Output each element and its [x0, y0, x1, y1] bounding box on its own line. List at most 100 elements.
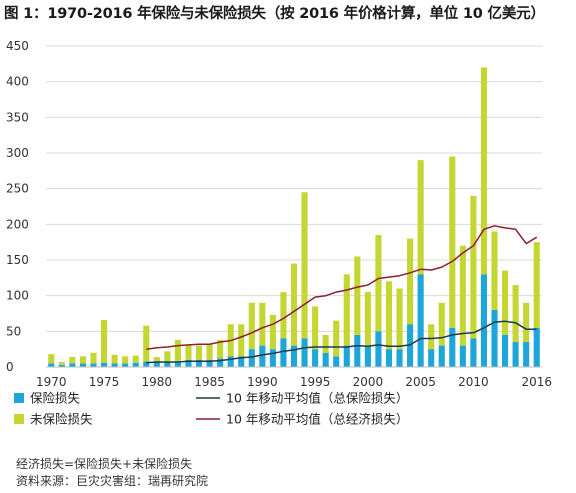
bar-uninsured: [217, 339, 224, 359]
legend-label: 10 年移动平均值（总经济损失）: [226, 412, 408, 427]
bar-uninsured: [470, 195, 477, 339]
x-tick-label: 2010: [458, 375, 489, 389]
x-tick-label: 1985: [194, 375, 225, 389]
bar-uninsured: [79, 356, 86, 364]
bar-uninsured: [58, 362, 65, 365]
bar-uninsured: [100, 319, 108, 363]
legend-insured-average: 10 年移动平均值（总保险损失）: [196, 391, 408, 406]
bar-uninsured: [164, 351, 171, 363]
chart-title: 图 1：1970-2016 年保险与未保险损失（按 2016 年价格计算，单位 …: [4, 6, 545, 22]
bar-uninsured: [269, 314, 276, 350]
bar-insured: [523, 342, 530, 367]
y-tick-label: 0: [6, 360, 14, 374]
x-tick-label: 2016: [521, 375, 552, 389]
bar-insured: [449, 327, 456, 367]
bar-uninsured: [185, 345, 192, 360]
bar-insured: [354, 334, 361, 367]
x-tick-label: 1975: [89, 375, 120, 389]
bar-insured: [79, 363, 86, 367]
bar-insured: [280, 338, 287, 367]
legend-swatch: [14, 414, 24, 424]
bar-uninsured: [449, 156, 456, 328]
bar-insured: [58, 364, 65, 367]
y-tick-label: 300: [6, 146, 29, 160]
bar-uninsured: [333, 320, 340, 357]
bar-insured: [48, 363, 55, 367]
bar-insured: [100, 362, 108, 367]
x-tick-label: 1970: [36, 375, 67, 389]
bar-uninsured: [280, 292, 287, 339]
line-economic-moving-average: [146, 225, 538, 350]
bar-insured: [90, 363, 97, 367]
bar-insured: [248, 349, 255, 367]
y-axis-labels: 0 50 100 150 200 250 300 350 400 450: [6, 39, 29, 374]
bar-uninsured: [428, 324, 435, 350]
bar-uninsured: [396, 288, 403, 350]
bar-insured: [185, 359, 192, 367]
x-tick-label: 1990: [247, 375, 278, 389]
bar-insured: [164, 362, 171, 367]
bar-uninsured: [512, 284, 519, 343]
bar-uninsured: [407, 238, 414, 325]
bar-uninsured: [375, 235, 382, 332]
bar-insured: [174, 361, 181, 367]
moving-average-lines: [146, 225, 538, 364]
bar-uninsured: [195, 345, 203, 360]
bar-insured: [333, 356, 340, 367]
bar-insured: [375, 331, 382, 367]
bar-uninsured: [354, 256, 361, 335]
bar-insured: [312, 349, 319, 367]
bar-insured: [417, 274, 424, 367]
bar-uninsured: [122, 356, 129, 364]
y-tick-label: 350: [6, 110, 29, 124]
legend-economic-average: 10 年移动平均值（总经济损失）: [196, 412, 408, 427]
bar-insured: [195, 359, 203, 367]
bar-uninsured: [90, 352, 97, 364]
bar-uninsured: [174, 339, 181, 362]
y-tick-label: 200: [6, 217, 29, 231]
x-tick-label: 2000: [353, 375, 384, 389]
line-insured-moving-average: [146, 320, 537, 364]
y-tick-label: 250: [6, 182, 29, 196]
bar-insured: [364, 345, 371, 367]
bar-insured: [343, 345, 350, 367]
footnotes: 经济损失=保险损失+未保险损失 资料来源：巨灾灾害组：瑞再研究院: [16, 456, 208, 490]
bar-insured: [480, 274, 488, 367]
y-tick-label: 150: [6, 253, 29, 267]
x-axis-labels: 1970 1975 1980 1985 1990 1995 2000 2005 2010 2016: [36, 375, 552, 389]
legend-uninsured: 未保险损失: [14, 412, 93, 427]
bar-uninsured: [385, 281, 393, 350]
x-tick-label: 1980: [142, 375, 173, 389]
legend-label: 10 年移动平均值（总保险损失）: [226, 391, 408, 406]
bar-uninsured: [322, 334, 329, 353]
bar-uninsured: [290, 263, 298, 346]
bar-insured: [143, 361, 150, 367]
bar-insured: [459, 345, 466, 367]
bar-uninsured: [502, 270, 509, 335]
bar-insured: [533, 327, 540, 367]
legend-insured: 保险损失: [14, 391, 81, 406]
bar-insured: [153, 361, 160, 367]
bar-uninsured: [533, 242, 540, 328]
bar-insured: [132, 362, 139, 367]
bar-insured: [385, 349, 393, 367]
bar-uninsured: [132, 355, 139, 363]
bar-insured: [470, 338, 477, 367]
bar-uninsured: [459, 245, 466, 346]
bar-uninsured: [417, 160, 424, 275]
bar-insured: [290, 345, 298, 367]
y-tick-label: 450: [6, 39, 29, 53]
bar-insured: [396, 349, 403, 367]
bar-insured: [217, 358, 224, 367]
bar-uninsured: [523, 302, 530, 343]
bar-uninsured: [248, 302, 255, 350]
legend-swatch: [14, 393, 24, 403]
bar-insured: [438, 345, 445, 367]
bar-uninsured: [153, 357, 160, 362]
bar-uninsured: [301, 192, 308, 339]
y-tick-label: 400: [6, 75, 29, 89]
bar-insured: [491, 309, 498, 367]
x-tick-label: 2005: [405, 375, 436, 389]
